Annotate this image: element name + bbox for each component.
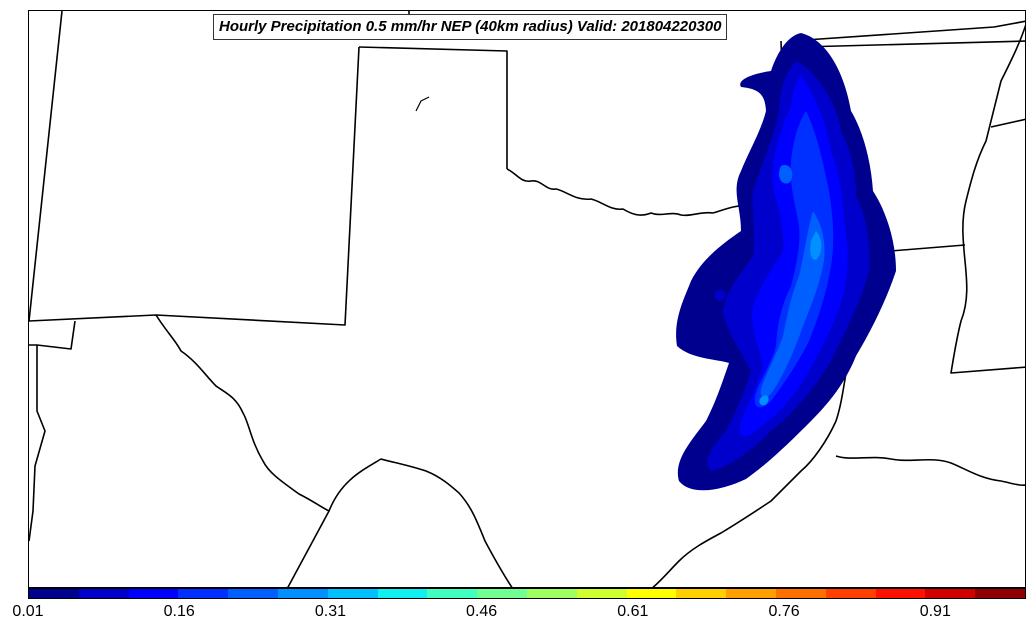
colorbar-tick-label: 0.61 (617, 603, 649, 620)
precipitation-field (676, 33, 896, 491)
border-ar-mo (800, 40, 1025, 48)
colorbar-segment (128, 589, 179, 598)
border-rio-grande (155, 314, 330, 587)
colorbar-segment (228, 589, 278, 598)
border-mexico (328, 458, 513, 587)
border-co-ks (358, 46, 508, 169)
colorbar-segment (676, 589, 727, 598)
mississippi-river (950, 24, 1025, 374)
colorbar-segment (178, 589, 229, 598)
colorbar (28, 588, 1026, 599)
map-title: Hourly Precipitation 0.5 mm/hr NEP (40km… (213, 14, 728, 40)
colorbar-segment (925, 589, 976, 598)
border-mo-ks (790, 20, 1025, 42)
colorbar-segment (825, 589, 876, 598)
colorbar-segment (775, 589, 826, 598)
border-nm-az (29, 46, 360, 326)
colorbar-tick-label: 0.16 (163, 603, 195, 620)
colorbar-segment (576, 589, 627, 598)
colorbar-tick-label: 0.46 (466, 603, 498, 620)
colorbar-segment (626, 589, 677, 598)
lake-feature (415, 96, 430, 112)
colorbar-tick-label: 0.76 (768, 603, 800, 620)
colorbar-tick-label: 0.01 (12, 603, 44, 620)
gulf-coast-la (835, 455, 1025, 486)
border-ms-al (990, 118, 1025, 128)
border-red-river (506, 168, 792, 224)
gulf-coast (652, 366, 848, 587)
colorbar-tick-label: 0.91 (919, 603, 951, 620)
mexico-west-border (29, 345, 46, 542)
map-canvas (29, 11, 1025, 587)
colorbar-segment (875, 589, 926, 598)
colorbar-segment (427, 589, 478, 598)
colorbar-segment (327, 589, 378, 598)
colorbar-segment (526, 589, 577, 598)
map-frame (28, 10, 1026, 588)
colorbar-segment (78, 589, 129, 598)
colorbar-segment (975, 589, 1025, 598)
colorbar-segment (277, 589, 328, 598)
colorbar-segment (377, 589, 428, 598)
border-west (29, 11, 63, 322)
baja-border (29, 320, 76, 350)
colorbar-segment (726, 589, 776, 598)
colorbar-segment (477, 589, 527, 598)
colorbar-segment (29, 589, 79, 598)
colorbar-tick-label: 0.31 (314, 603, 346, 620)
